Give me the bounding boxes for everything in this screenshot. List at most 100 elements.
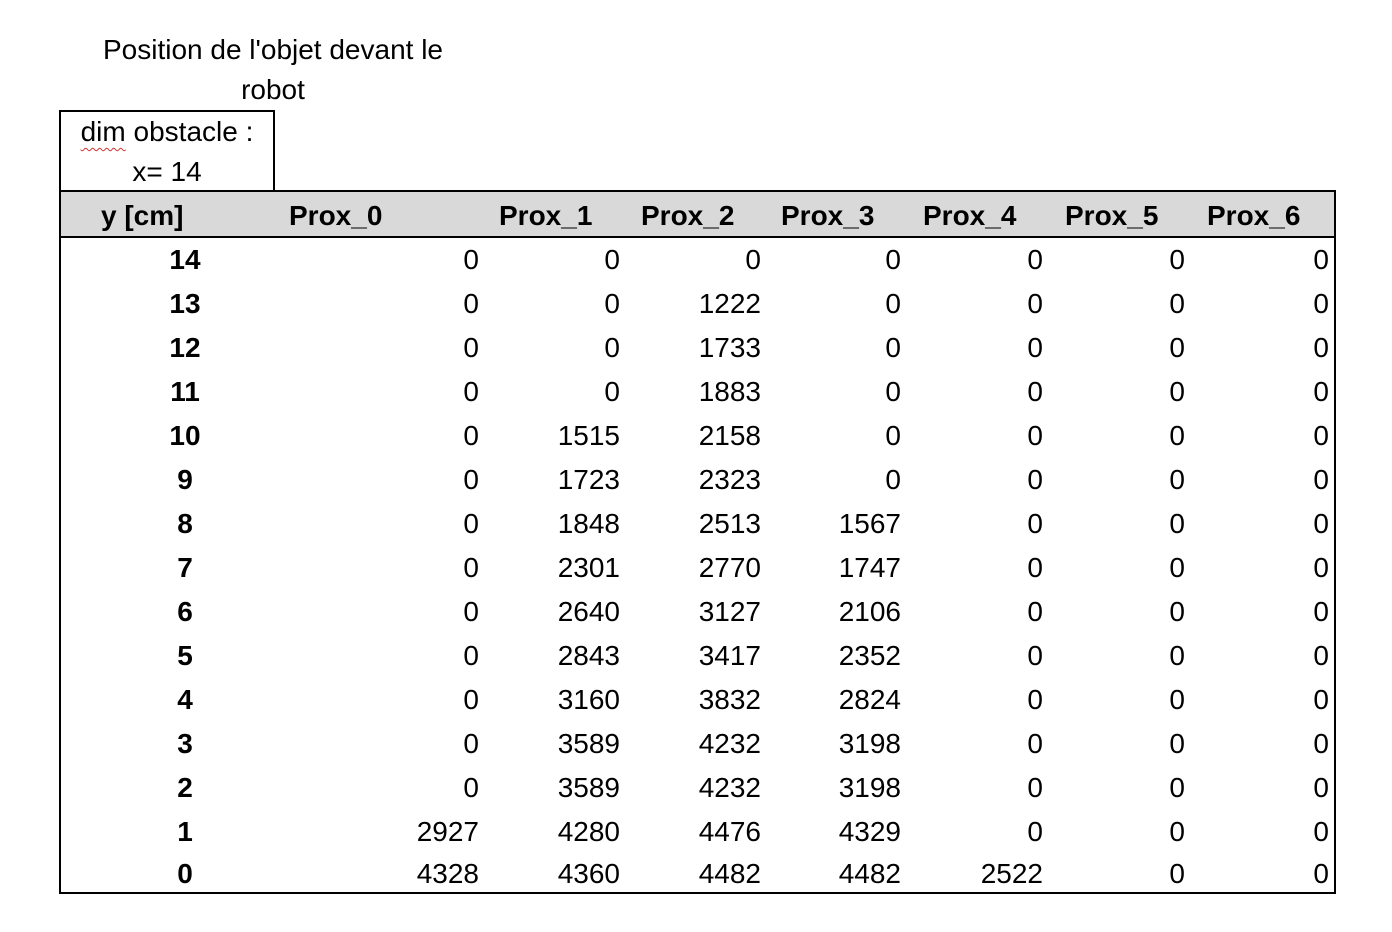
prox-value-cell[interactable]: 0 — [1313, 728, 1329, 759]
column-header[interactable]: Prox_2 — [641, 200, 735, 231]
prox-value-cell[interactable]: 1883 — [698, 376, 761, 407]
prox-value-cell[interactable]: 0 — [604, 332, 620, 363]
prox-value-cell[interactable]: 2301 — [557, 552, 620, 583]
prox-value-cell[interactable]: 0 — [1169, 728, 1185, 759]
y-value-cell[interactable]: 14 — [169, 244, 201, 275]
prox-value-cell[interactable]: 0 — [1027, 420, 1043, 451]
prox-value-cell[interactable]: 3160 — [557, 684, 620, 715]
prox-value-cell[interactable]: 0 — [1169, 332, 1185, 363]
prox-value-cell[interactable]: 2158 — [698, 420, 761, 451]
spellcheck-word[interactable]: dim — [80, 116, 126, 147]
prox-value-cell[interactable]: 1567 — [838, 508, 901, 539]
prox-value-cell[interactable]: 2106 — [838, 596, 901, 627]
prox-value-cell[interactable]: 0 — [1169, 772, 1185, 803]
prox-value-cell[interactable]: 0 — [885, 464, 901, 495]
prox-value-cell[interactable]: 0 — [1313, 772, 1329, 803]
y-value-cell[interactable]: 5 — [177, 640, 193, 671]
prox-value-cell[interactable]: 0 — [1169, 464, 1185, 495]
prox-value-cell[interactable]: 0 — [1169, 420, 1185, 451]
prox-value-cell[interactable]: 3832 — [698, 684, 761, 715]
prox-value-cell[interactable]: 0 — [1313, 640, 1329, 671]
y-value-cell[interactable]: 1 — [177, 816, 193, 847]
prox-value-cell[interactable]: 0 — [1027, 772, 1043, 803]
y-value-cell[interactable]: 0 — [177, 858, 193, 889]
prox-value-cell[interactable]: 0 — [1169, 288, 1185, 319]
prox-value-cell[interactable]: 0 — [604, 376, 620, 407]
prox-value-cell[interactable]: 0 — [1313, 858, 1329, 889]
prox-value-cell[interactable]: 0 — [885, 288, 901, 319]
prox-value-cell[interactable]: 0 — [885, 420, 901, 451]
prox-value-cell[interactable]: 0 — [1169, 552, 1185, 583]
prox-value-cell[interactable]: 0 — [1027, 596, 1043, 627]
prox-value-cell[interactable]: 0 — [463, 244, 479, 275]
column-header[interactable]: Prox_0 — [289, 200, 383, 231]
prox-value-cell[interactable]: 0 — [463, 640, 479, 671]
prox-value-cell[interactable]: 0 — [1313, 684, 1329, 715]
prox-value-cell[interactable]: 4360 — [557, 858, 620, 889]
prox-value-cell[interactable]: 0 — [1313, 376, 1329, 407]
prox-value-cell[interactable]: 0 — [1027, 332, 1043, 363]
prox-value-cell[interactable]: 2824 — [838, 684, 901, 715]
prox-value-cell[interactable]: 0 — [1169, 684, 1185, 715]
prox-value-cell[interactable]: 0 — [1027, 376, 1043, 407]
prox-value-cell[interactable]: 0 — [1169, 244, 1185, 275]
column-header[interactable]: y [cm] — [101, 200, 184, 231]
prox-value-cell[interactable]: 4328 — [416, 858, 479, 889]
prox-value-cell[interactable]: 0 — [604, 244, 620, 275]
prox-value-cell[interactable]: 0 — [885, 244, 901, 275]
column-header[interactable]: Prox_5 — [1065, 200, 1159, 231]
prox-value-cell[interactable]: 4476 — [698, 816, 761, 847]
y-value-cell[interactable]: 10 — [169, 420, 201, 451]
prox-value-cell[interactable]: 0 — [1027, 244, 1043, 275]
y-value-cell[interactable]: 4 — [177, 684, 193, 715]
prox-value-cell[interactable]: 3198 — [838, 728, 901, 759]
y-value-cell[interactable]: 9 — [177, 464, 193, 495]
prox-value-cell[interactable]: 0 — [1027, 464, 1043, 495]
y-value-cell[interactable]: 6 — [177, 596, 193, 627]
y-value-cell[interactable]: 12 — [169, 332, 201, 363]
prox-value-cell[interactable]: 4329 — [838, 816, 901, 847]
prox-value-cell[interactable]: 0 — [1027, 552, 1043, 583]
prox-value-cell[interactable]: 0 — [463, 464, 479, 495]
prox-value-cell[interactable]: 2927 — [416, 816, 479, 847]
prox-value-cell[interactable]: 0 — [1027, 508, 1043, 539]
prox-value-cell[interactable]: 3589 — [557, 772, 620, 803]
obstacle-dimension-cell[interactable]: dim obstacle : x= 14 — [59, 110, 275, 190]
prox-value-cell[interactable]: 0 — [1313, 288, 1329, 319]
prox-value-cell[interactable]: 3127 — [698, 596, 761, 627]
prox-value-cell[interactable]: 1723 — [557, 464, 620, 495]
y-value-cell[interactable]: 13 — [169, 288, 201, 319]
prox-value-cell[interactable]: 1747 — [838, 552, 901, 583]
prox-value-cell[interactable]: 0 — [463, 728, 479, 759]
prox-value-cell[interactable]: 0 — [1313, 552, 1329, 583]
prox-value-cell[interactable]: 0 — [1313, 464, 1329, 495]
prox-value-cell[interactable]: 0 — [463, 288, 479, 319]
prox-value-cell[interactable]: 0 — [1313, 244, 1329, 275]
y-value-cell[interactable]: 2 — [177, 772, 193, 803]
prox-value-cell[interactable]: 0 — [1169, 596, 1185, 627]
prox-value-cell[interactable]: 0 — [463, 376, 479, 407]
prox-value-cell[interactable]: 0 — [463, 772, 479, 803]
prox-value-cell[interactable]: 0 — [1027, 728, 1043, 759]
prox-value-cell[interactable]: 2352 — [838, 640, 901, 671]
y-value-cell[interactable]: 3 — [177, 728, 193, 759]
y-value-cell[interactable]: 7 — [177, 552, 193, 583]
column-header[interactable]: Prox_3 — [781, 200, 875, 231]
prox-value-cell[interactable]: 1222 — [698, 288, 761, 319]
prox-value-cell[interactable]: 3417 — [698, 640, 761, 671]
column-header[interactable]: Prox_1 — [499, 200, 593, 231]
prox-value-cell[interactable]: 1515 — [557, 420, 620, 451]
prox-value-cell[interactable]: 0 — [885, 332, 901, 363]
prox-value-cell[interactable]: 4482 — [698, 858, 761, 889]
prox-value-cell[interactable]: 1733 — [698, 332, 761, 363]
prox-value-cell[interactable]: 4232 — [698, 772, 761, 803]
prox-value-cell[interactable]: 0 — [1027, 816, 1043, 847]
prox-value-cell[interactable]: 0 — [1169, 376, 1185, 407]
prox-value-cell[interactable]: 1848 — [557, 508, 620, 539]
prox-value-cell[interactable]: 0 — [1027, 288, 1043, 319]
prox-value-cell[interactable]: 0 — [745, 244, 761, 275]
y-value-cell[interactable]: 11 — [170, 376, 200, 407]
column-header[interactable]: Prox_6 — [1207, 200, 1301, 231]
prox-value-cell[interactable]: 0 — [1313, 596, 1329, 627]
prox-value-cell[interactable]: 0 — [885, 376, 901, 407]
